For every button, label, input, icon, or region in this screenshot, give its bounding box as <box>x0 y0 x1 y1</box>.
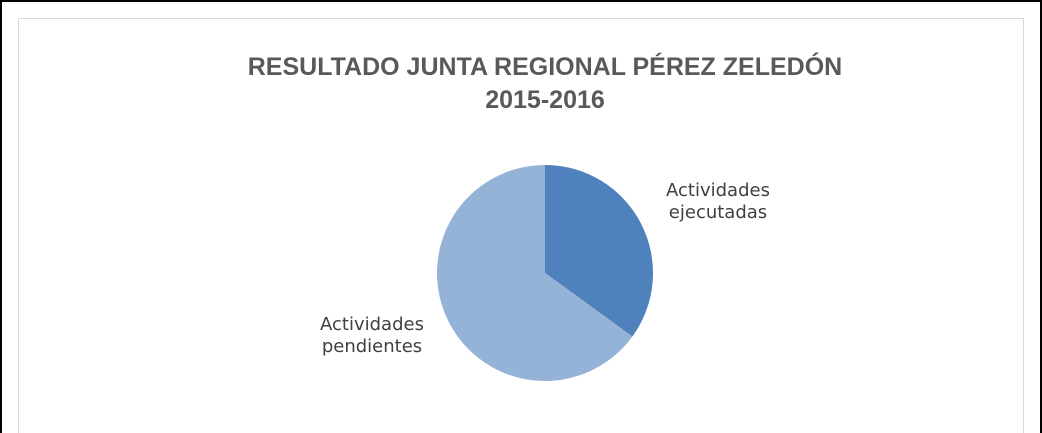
chart-title: 2015-2016 <box>485 86 605 114</box>
slice-label: Actividades ejecutadas <box>666 180 770 223</box>
slice-label: Actividades pendientes <box>320 314 424 357</box>
pie-slice <box>545 165 653 337</box>
chart-title: RESULTADO JUNTA REGIONAL PÉREZ ZELEDÓN <box>248 51 842 81</box>
pie-slice <box>436 165 633 381</box>
